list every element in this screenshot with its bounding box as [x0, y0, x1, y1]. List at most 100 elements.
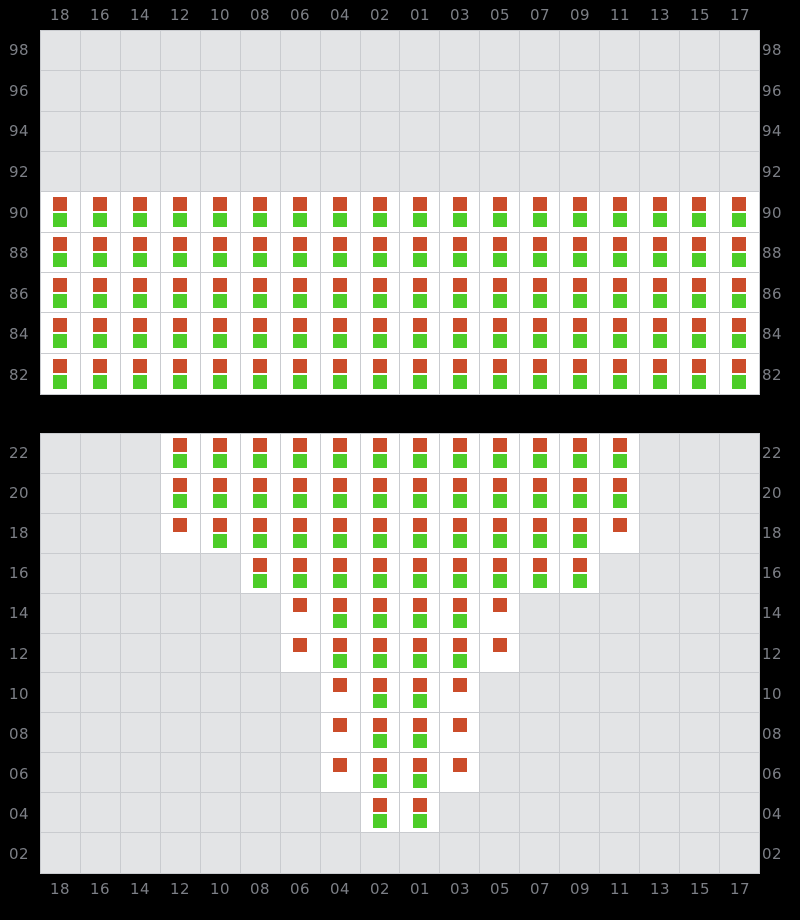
grid-cell-10-88[interactable]	[200, 232, 241, 273]
grid-cell-03-10[interactable]	[440, 673, 481, 714]
grid-cell-17-86[interactable]	[719, 272, 759, 314]
grid-cell-02-10[interactable]	[360, 673, 401, 714]
grid-cell-09-82[interactable]	[560, 353, 601, 394]
grid-cell-04-20[interactable]	[320, 473, 361, 514]
grid-cell-11-84[interactable]	[600, 313, 641, 354]
grid-cell-07-20[interactable]	[520, 473, 561, 514]
grid-cell-09-20[interactable]	[560, 473, 601, 514]
grid-cell-11-20[interactable]	[600, 473, 641, 514]
grid-cell-02-12[interactable]	[360, 633, 401, 674]
grid-cell-12-22[interactable]	[160, 434, 201, 474]
grid-cell-18-86[interactable]	[41, 272, 81, 314]
grid-cell-08-20[interactable]	[240, 473, 281, 514]
grid-cell-06-16[interactable]	[280, 553, 321, 594]
grid-cell-05-18[interactable]	[480, 513, 521, 554]
grid-cell-01-88[interactable]	[400, 232, 441, 273]
grid-cell-12-88[interactable]	[160, 232, 201, 273]
grid-cell-02-06[interactable]	[360, 753, 401, 794]
grid-cell-13-86[interactable]	[640, 272, 680, 314]
grid-cell-01-04[interactable]	[400, 793, 441, 834]
grid-cell-01-14[interactable]	[400, 593, 441, 634]
grid-cell-07-90[interactable]	[520, 192, 561, 233]
grid-cell-03-90[interactable]	[440, 192, 481, 233]
grid-cell-06-12[interactable]	[280, 633, 321, 674]
grid-cell-02-82[interactable]	[360, 353, 401, 394]
grid-cell-11-90[interactable]	[600, 192, 641, 233]
grid-cell-07-88[interactable]	[520, 232, 561, 273]
grid-cell-07-16[interactable]	[520, 553, 561, 594]
grid-cell-04-10[interactable]	[320, 673, 361, 714]
grid-cell-13-90[interactable]	[640, 192, 680, 233]
grid-cell-16-90[interactable]	[80, 192, 121, 233]
grid-cell-10-84[interactable]	[200, 313, 241, 354]
grid-cell-01-18[interactable]	[400, 513, 441, 554]
grid-cell-06-84[interactable]	[280, 313, 321, 354]
grid-cell-15-82[interactable]	[680, 353, 720, 394]
grid-cell-04-88[interactable]	[320, 232, 361, 273]
grid-cell-11-82[interactable]	[600, 353, 641, 394]
grid-cell-18-90[interactable]	[41, 192, 81, 233]
grid-cell-02-16[interactable]	[360, 553, 401, 594]
grid-cell-06-88[interactable]	[280, 232, 321, 273]
grid-cell-15-84[interactable]	[680, 313, 720, 354]
grid-cell-13-82[interactable]	[640, 353, 680, 394]
grid-cell-02-88[interactable]	[360, 232, 401, 273]
grid-cell-04-12[interactable]	[320, 633, 361, 674]
grid-cell-01-08[interactable]	[400, 713, 441, 754]
grid-cell-05-22[interactable]	[480, 434, 521, 474]
grid-cell-08-18[interactable]	[240, 513, 281, 554]
grid-cell-04-90[interactable]	[320, 192, 361, 233]
grid-cell-15-86[interactable]	[680, 272, 720, 314]
grid-cell-09-88[interactable]	[560, 232, 601, 273]
grid-cell-13-84[interactable]	[640, 313, 680, 354]
grid-cell-09-16[interactable]	[560, 553, 601, 594]
grid-cell-03-20[interactable]	[440, 473, 481, 514]
grid-cell-14-82[interactable]	[120, 353, 161, 394]
grid-cell-04-16[interactable]	[320, 553, 361, 594]
grid-cell-01-10[interactable]	[400, 673, 441, 714]
grid-cell-11-88[interactable]	[600, 232, 641, 273]
grid-cell-03-22[interactable]	[440, 434, 481, 474]
grid-cell-06-86[interactable]	[280, 272, 321, 314]
grid-cell-14-88[interactable]	[120, 232, 161, 273]
grid-cell-02-04[interactable]	[360, 793, 401, 834]
grid-cell-07-86[interactable]	[520, 272, 561, 314]
grid-cell-08-84[interactable]	[240, 313, 281, 354]
grid-cell-05-88[interactable]	[480, 232, 521, 273]
grid-cell-08-88[interactable]	[240, 232, 281, 273]
grid-cell-01-86[interactable]	[400, 272, 441, 314]
lower-chart-grid[interactable]	[40, 433, 760, 874]
grid-cell-06-18[interactable]	[280, 513, 321, 554]
grid-cell-01-82[interactable]	[400, 353, 441, 394]
grid-cell-07-82[interactable]	[520, 353, 561, 394]
grid-cell-09-90[interactable]	[560, 192, 601, 233]
grid-cell-10-18[interactable]	[200, 513, 241, 554]
grid-cell-06-14[interactable]	[280, 593, 321, 634]
grid-cell-03-82[interactable]	[440, 353, 481, 394]
grid-cell-09-18[interactable]	[560, 513, 601, 554]
grid-cell-08-22[interactable]	[240, 434, 281, 474]
grid-cell-12-90[interactable]	[160, 192, 201, 233]
grid-cell-18-82[interactable]	[41, 353, 81, 394]
grid-cell-07-84[interactable]	[520, 313, 561, 354]
grid-cell-03-12[interactable]	[440, 633, 481, 674]
grid-cell-01-16[interactable]	[400, 553, 441, 594]
grid-cell-01-84[interactable]	[400, 313, 441, 354]
grid-cell-10-20[interactable]	[200, 473, 241, 514]
upper-chart-grid[interactable]	[40, 30, 760, 395]
grid-cell-06-90[interactable]	[280, 192, 321, 233]
grid-cell-02-86[interactable]	[360, 272, 401, 314]
grid-cell-05-20[interactable]	[480, 473, 521, 514]
grid-cell-02-20[interactable]	[360, 473, 401, 514]
grid-cell-01-06[interactable]	[400, 753, 441, 794]
grid-cell-04-08[interactable]	[320, 713, 361, 754]
grid-cell-12-84[interactable]	[160, 313, 201, 354]
grid-cell-02-14[interactable]	[360, 593, 401, 634]
grid-cell-07-18[interactable]	[520, 513, 561, 554]
grid-cell-04-06[interactable]	[320, 753, 361, 794]
grid-cell-03-14[interactable]	[440, 593, 481, 634]
grid-cell-10-82[interactable]	[200, 353, 241, 394]
grid-cell-06-82[interactable]	[280, 353, 321, 394]
grid-cell-08-90[interactable]	[240, 192, 281, 233]
grid-cell-11-22[interactable]	[600, 434, 641, 474]
